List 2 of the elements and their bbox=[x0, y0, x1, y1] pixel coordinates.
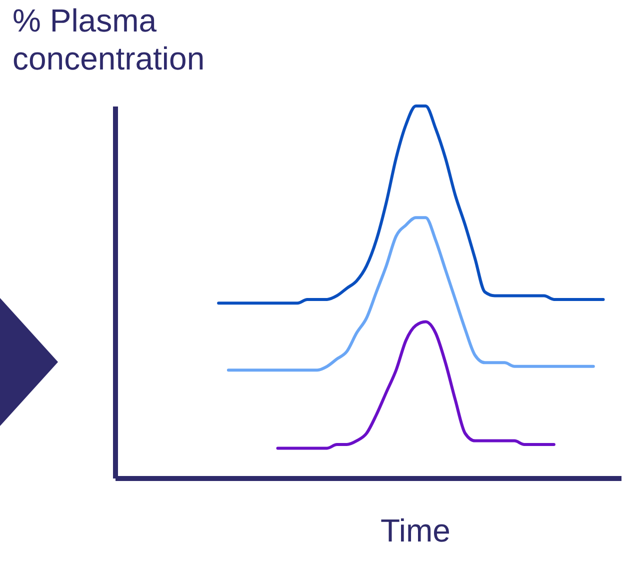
x-axis-title: Time bbox=[380, 512, 450, 548]
y-axis-title: % Plasma concentration bbox=[12, 2, 205, 76]
